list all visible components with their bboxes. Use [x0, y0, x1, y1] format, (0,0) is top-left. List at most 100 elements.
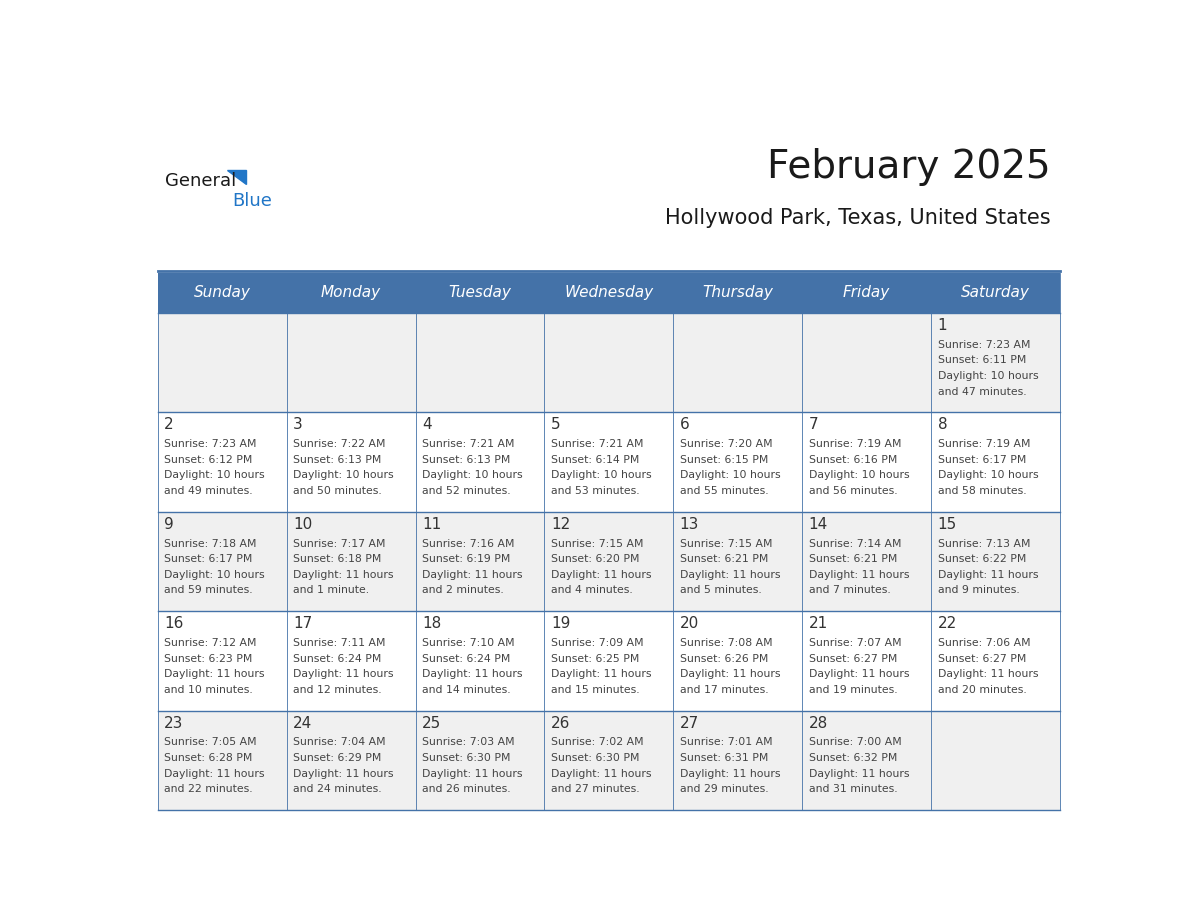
Text: and 56 minutes.: and 56 minutes. — [809, 486, 897, 496]
Text: Daylight: 11 hours: Daylight: 11 hours — [293, 570, 393, 580]
Text: Sunset: 6:30 PM: Sunset: 6:30 PM — [551, 753, 639, 763]
Bar — [802, 711, 931, 810]
Bar — [544, 313, 674, 412]
Text: Sunset: 6:19 PM: Sunset: 6:19 PM — [422, 554, 511, 565]
Text: February 2025: February 2025 — [767, 148, 1051, 185]
Bar — [416, 313, 544, 412]
Text: Sunrise: 7:21 AM: Sunrise: 7:21 AM — [422, 440, 514, 449]
Text: 27: 27 — [680, 715, 699, 731]
Text: 22: 22 — [937, 616, 956, 632]
Text: 1: 1 — [937, 318, 947, 333]
Text: and 19 minutes.: and 19 minutes. — [809, 685, 897, 695]
Polygon shape — [227, 170, 246, 184]
Text: Sunset: 6:28 PM: Sunset: 6:28 PM — [164, 753, 253, 763]
Text: Sunset: 6:18 PM: Sunset: 6:18 PM — [293, 554, 381, 565]
Text: and 7 minutes.: and 7 minutes. — [809, 586, 890, 595]
Text: Sunrise: 7:23 AM: Sunrise: 7:23 AM — [937, 340, 1030, 350]
Text: Sunset: 6:27 PM: Sunset: 6:27 PM — [937, 654, 1026, 664]
Text: 14: 14 — [809, 517, 828, 532]
Text: Sunset: 6:26 PM: Sunset: 6:26 PM — [680, 654, 769, 664]
Text: Daylight: 11 hours: Daylight: 11 hours — [422, 768, 523, 778]
Bar — [158, 313, 286, 412]
Text: and 27 minutes.: and 27 minutes. — [551, 784, 639, 794]
Text: Daylight: 11 hours: Daylight: 11 hours — [293, 768, 393, 778]
Bar — [674, 273, 802, 313]
Bar — [931, 711, 1060, 810]
Text: Daylight: 11 hours: Daylight: 11 hours — [680, 570, 781, 580]
Text: Sunrise: 7:07 AM: Sunrise: 7:07 AM — [809, 638, 902, 648]
Text: Sunset: 6:29 PM: Sunset: 6:29 PM — [293, 753, 381, 763]
Text: Sunrise: 7:19 AM: Sunrise: 7:19 AM — [937, 440, 1030, 449]
Bar — [416, 412, 544, 512]
Text: Sunrise: 7:00 AM: Sunrise: 7:00 AM — [809, 737, 902, 747]
Text: Sunrise: 7:18 AM: Sunrise: 7:18 AM — [164, 539, 257, 549]
Text: Sunset: 6:31 PM: Sunset: 6:31 PM — [680, 753, 769, 763]
Text: 10: 10 — [293, 517, 312, 532]
Bar — [544, 512, 674, 611]
Text: and 12 minutes.: and 12 minutes. — [293, 685, 381, 695]
Text: Daylight: 11 hours: Daylight: 11 hours — [164, 768, 265, 778]
Bar — [416, 611, 544, 711]
Text: Sunset: 6:14 PM: Sunset: 6:14 PM — [551, 454, 639, 465]
Text: and 24 minutes.: and 24 minutes. — [293, 784, 381, 794]
Text: Sunset: 6:32 PM: Sunset: 6:32 PM — [809, 753, 897, 763]
Bar — [674, 313, 802, 412]
Text: Sunrise: 7:12 AM: Sunrise: 7:12 AM — [164, 638, 257, 648]
Text: Sunset: 6:13 PM: Sunset: 6:13 PM — [422, 454, 511, 465]
Bar — [802, 313, 931, 412]
Text: Sunrise: 7:14 AM: Sunrise: 7:14 AM — [809, 539, 902, 549]
Text: and 53 minutes.: and 53 minutes. — [551, 486, 639, 496]
Text: and 22 minutes.: and 22 minutes. — [164, 784, 253, 794]
Text: Daylight: 11 hours: Daylight: 11 hours — [937, 669, 1038, 679]
Text: 11: 11 — [422, 517, 441, 532]
Text: Daylight: 10 hours: Daylight: 10 hours — [551, 470, 651, 480]
Text: Sunset: 6:17 PM: Sunset: 6:17 PM — [937, 454, 1026, 465]
Text: Sunset: 6:30 PM: Sunset: 6:30 PM — [422, 753, 511, 763]
Text: 5: 5 — [551, 418, 561, 432]
Text: Sunday: Sunday — [194, 285, 251, 300]
Text: 8: 8 — [937, 418, 947, 432]
Text: and 47 minutes.: and 47 minutes. — [937, 386, 1026, 397]
Text: and 50 minutes.: and 50 minutes. — [293, 486, 381, 496]
Text: Sunset: 6:24 PM: Sunset: 6:24 PM — [422, 654, 511, 664]
Bar — [158, 273, 286, 313]
Bar — [931, 412, 1060, 512]
Text: Sunset: 6:21 PM: Sunset: 6:21 PM — [680, 554, 769, 565]
Text: and 58 minutes.: and 58 minutes. — [937, 486, 1026, 496]
Text: Sunset: 6:24 PM: Sunset: 6:24 PM — [293, 654, 381, 664]
Text: 20: 20 — [680, 616, 699, 632]
Text: Sunrise: 7:21 AM: Sunrise: 7:21 AM — [551, 440, 644, 449]
Text: Friday: Friday — [843, 285, 890, 300]
Text: 25: 25 — [422, 715, 441, 731]
Text: Hollywood Park, Texas, United States: Hollywood Park, Texas, United States — [665, 207, 1051, 228]
Bar — [931, 313, 1060, 412]
Text: and 59 minutes.: and 59 minutes. — [164, 586, 253, 595]
Text: Daylight: 11 hours: Daylight: 11 hours — [680, 669, 781, 679]
Text: Saturday: Saturday — [961, 285, 1030, 300]
Text: and 4 minutes.: and 4 minutes. — [551, 586, 632, 595]
Bar — [158, 512, 286, 611]
Text: Daylight: 10 hours: Daylight: 10 hours — [422, 470, 523, 480]
Bar — [544, 412, 674, 512]
Text: Daylight: 11 hours: Daylight: 11 hours — [293, 669, 393, 679]
Text: Wednesday: Wednesday — [564, 285, 653, 300]
Bar — [158, 611, 286, 711]
Text: Daylight: 10 hours: Daylight: 10 hours — [680, 470, 781, 480]
Text: 23: 23 — [164, 715, 183, 731]
Text: 12: 12 — [551, 517, 570, 532]
Bar — [286, 611, 416, 711]
Bar — [674, 412, 802, 512]
Bar — [931, 512, 1060, 611]
Bar — [674, 512, 802, 611]
Text: Thursday: Thursday — [702, 285, 773, 300]
Text: and 15 minutes.: and 15 minutes. — [551, 685, 639, 695]
Text: and 49 minutes.: and 49 minutes. — [164, 486, 253, 496]
Text: Sunrise: 7:01 AM: Sunrise: 7:01 AM — [680, 737, 772, 747]
Bar — [416, 273, 544, 313]
Text: and 10 minutes.: and 10 minutes. — [164, 685, 253, 695]
Text: Daylight: 11 hours: Daylight: 11 hours — [809, 669, 909, 679]
Bar — [544, 711, 674, 810]
Bar — [931, 611, 1060, 711]
Text: and 26 minutes.: and 26 minutes. — [422, 784, 511, 794]
Text: Daylight: 11 hours: Daylight: 11 hours — [809, 768, 909, 778]
